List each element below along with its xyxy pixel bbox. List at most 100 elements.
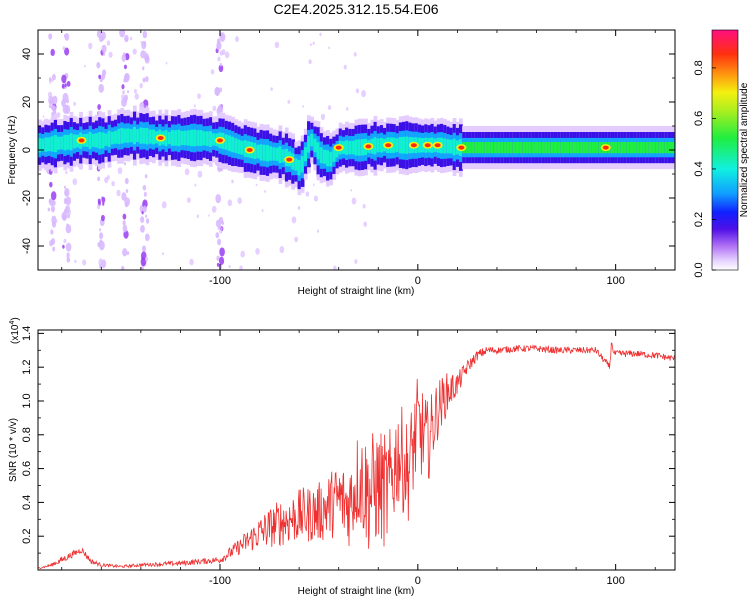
spectrogram-noise-cell — [220, 227, 223, 230]
spectrogram-band-cell — [177, 129, 182, 147]
spectrogram-noise-cell — [84, 64, 86, 68]
spectrogram-noise-cell — [65, 170, 68, 175]
spectrogram-band-cell — [579, 141, 584, 154]
spectrogram-noise-cell — [121, 54, 127, 62]
spectrogram-band-cell — [664, 141, 669, 154]
spectrogram-noise-cell — [264, 190, 267, 193]
spectrogram-noise-cell — [96, 61, 101, 69]
spectrogram-band-cell — [354, 139, 359, 156]
spectrogram-noise-cell — [111, 180, 115, 187]
spectrogram-noise-cell — [302, 105, 305, 108]
spectrogram-band-cell — [278, 146, 283, 164]
spectrogram-band-cell — [189, 129, 194, 147]
spectrogram-noise-cell — [237, 197, 242, 205]
spectrogram-band-cell — [329, 151, 333, 167]
spectrogram-noise-cell — [49, 99, 53, 105]
spectrogram-band-cell — [85, 133, 90, 147]
spectrogram-band-cell — [490, 141, 495, 154]
spectrogram-noise-cell — [101, 196, 106, 204]
spectrogram-noise-cell — [133, 88, 137, 94]
spectrogram-noise-cell — [50, 191, 57, 201]
snr-ytick-label: 1.4 — [21, 326, 33, 341]
spectrogram-band-cell — [170, 130, 175, 146]
spectrogram-noise-cell — [97, 242, 101, 248]
spectrogram-noise-cell — [320, 113, 326, 121]
spectrogram-band-cell — [310, 133, 314, 147]
spectrogram-band-cell — [351, 140, 356, 155]
spectrogram-noise-cell — [122, 220, 126, 226]
spectrogram-noise-cell — [140, 40, 143, 44]
spectrogram-band-cell — [376, 138, 381, 153]
spectrogram-band-cell — [629, 141, 634, 154]
spectrogram-band-cell — [212, 133, 216, 146]
spectrogram-noise-cell — [219, 32, 226, 42]
spectrogram-noise-cell — [62, 104, 69, 114]
spectrogram-noise-cell — [221, 220, 225, 226]
snr-ytick-label: 0.2 — [21, 529, 33, 544]
spectrogram-noise-cell — [51, 104, 55, 111]
spectrogram-hotspot — [157, 136, 164, 140]
spectrogram-band-cell — [484, 141, 489, 154]
spectrogram-ytick-label: -20 — [21, 190, 33, 206]
spectrogram-band-cell — [262, 144, 267, 161]
spectrogram-band-cell — [129, 129, 134, 143]
snr-background — [38, 330, 675, 570]
spectrogram-band-cell — [395, 138, 400, 153]
spectrogram-noise-cell — [122, 248, 128, 257]
spectrogram-band-cell — [66, 134, 71, 150]
spectrogram-band-cell — [196, 130, 201, 146]
spectrogram-band-cell — [534, 141, 539, 154]
spectrogram-band-cell — [63, 134, 68, 151]
spectrogram-band-cell — [405, 136, 409, 154]
spectrogram-noise-cell — [279, 246, 285, 254]
spectrogram-band-cell — [335, 145, 340, 158]
spectrogram-band-cell — [319, 147, 324, 164]
spectrogram-noise-cell — [124, 64, 127, 70]
spectrogram-band-cell — [98, 132, 102, 149]
spectrogram-noise-cell — [98, 258, 103, 266]
spectrogram-noise-cell — [141, 210, 144, 215]
spectrogram-noise-cell — [210, 69, 215, 75]
colorbar-tick-label: 0.4 — [693, 161, 705, 176]
spectrogram-band-cell — [224, 134, 229, 150]
spectrogram-noise-cell — [214, 87, 220, 96]
spectrogram-noise-cell — [354, 259, 358, 264]
spectrogram-noise-cell — [66, 256, 71, 263]
spectrogram-noise-cell — [63, 238, 67, 244]
spectrogram-noise-cell — [49, 197, 55, 207]
spectrogram-band-cell — [617, 141, 621, 154]
spectrogram-noise-cell — [316, 229, 320, 233]
spectrogram-noise-cell — [140, 225, 145, 233]
figure-title: C2E4.2025.312.15.54.E06 — [273, 1, 438, 17]
spectrogram-noise-cell — [129, 36, 133, 41]
spectrogram-band-cell — [117, 128, 121, 145]
spectrogram-noise-cell — [72, 178, 78, 186]
spectrogram-noise-cell — [66, 98, 70, 104]
spectrogram-noise-cell — [216, 262, 220, 267]
spectrogram-noise-cell — [100, 214, 105, 222]
colorbar-tick-label: 0.6 — [693, 111, 705, 126]
spectrogram-band-cell — [493, 141, 498, 154]
spectrogram-band-cell — [642, 141, 647, 154]
spectrogram-noise-cell — [143, 50, 147, 56]
spectrogram-noise-cell — [287, 99, 291, 104]
spectrogram-xlabel: Height of straight line (km) — [298, 286, 415, 297]
spectrogram-band-cell — [667, 141, 672, 154]
spectrogram-band-cell — [392, 137, 397, 153]
spectrogram-noise-cell — [350, 189, 353, 192]
spectrogram-noise-cell — [145, 76, 149, 82]
spectrogram-noise-cell — [56, 112, 61, 118]
spectrogram-noise-cell — [218, 64, 224, 73]
spectrogram-band-cell — [658, 141, 663, 154]
spectrogram-band-cell — [515, 141, 520, 154]
spectrogram-band-cell — [474, 141, 479, 154]
spectrogram-band-cell — [566, 141, 571, 154]
spectrogram-band-cell — [227, 135, 232, 152]
spectrogram-band-cell — [449, 139, 454, 154]
colorbar: 0.0 0.2 0.4 0.6 0.8 Normalized spectral ampl… — [693, 29, 750, 278]
spectrogram-noise-cell — [127, 90, 130, 94]
spectrogram-band-cell — [322, 149, 327, 164]
spectrogram-noise-cell — [362, 204, 366, 209]
spectrogram-noise-cell — [63, 208, 68, 214]
spectrogram-band-cell — [544, 141, 549, 154]
